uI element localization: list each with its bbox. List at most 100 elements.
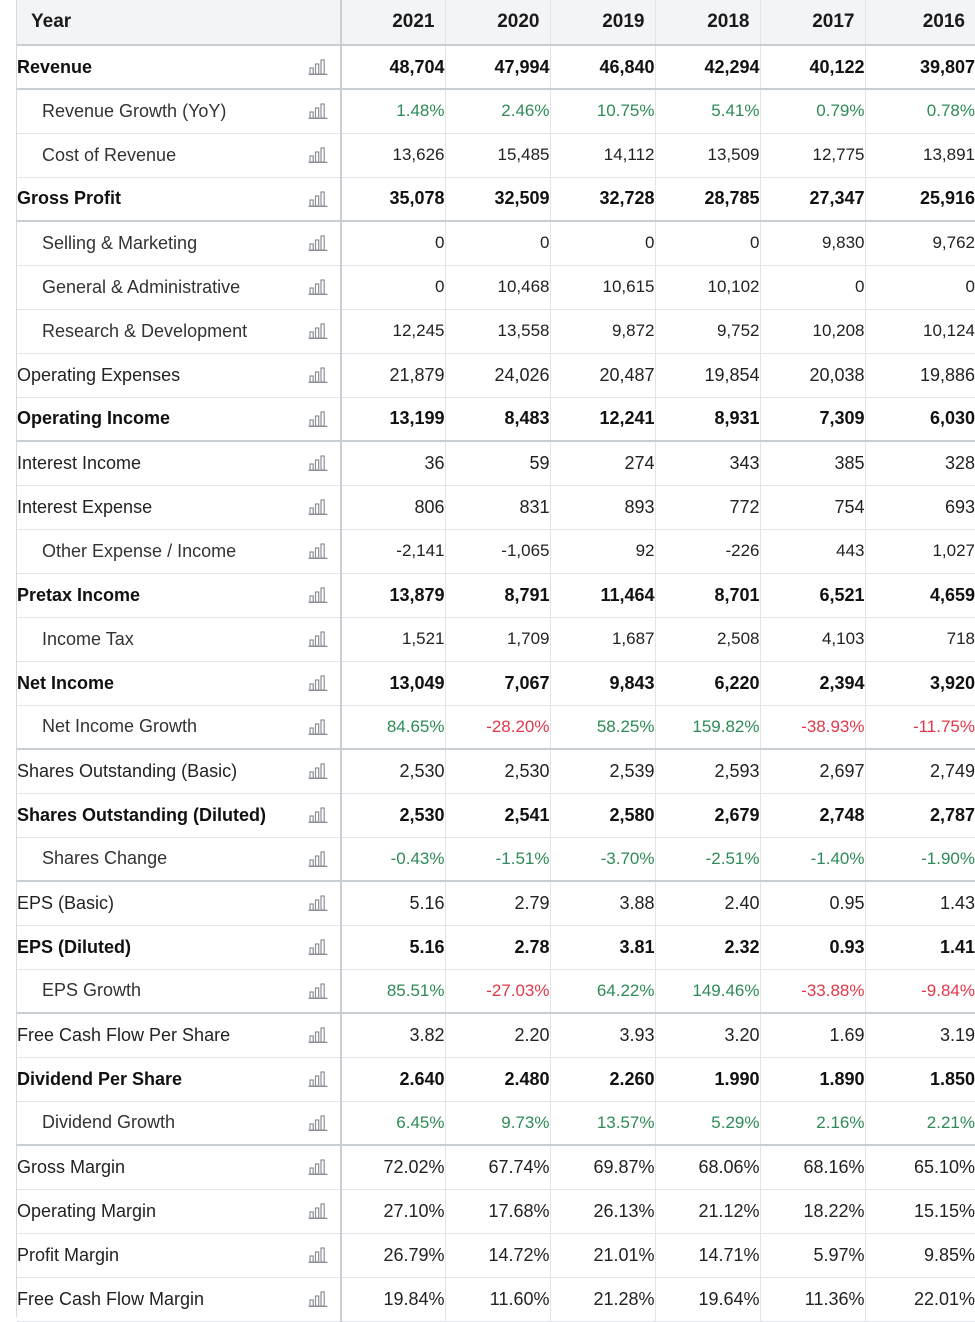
bar-chart-icon[interactable] (295, 1189, 341, 1234)
cell-value: 9,843 (549, 661, 655, 706)
bar-chart-icon[interactable] (295, 837, 341, 882)
bar-chart-icon[interactable] (295, 749, 341, 794)
bar-chart-icon[interactable] (295, 617, 341, 662)
cell-value: 19,854 (654, 353, 760, 398)
cell-value: 10,102 (654, 265, 760, 310)
cell-value: 24,026 (444, 353, 550, 398)
bar-chart-icon[interactable] (295, 133, 341, 178)
bar-chart-icon[interactable] (295, 881, 341, 926)
row-label: Shares Outstanding (Diluted) (17, 793, 295, 838)
bar-chart-icon[interactable] (295, 793, 341, 838)
cell-value: 13,049 (340, 661, 445, 706)
cell-value: -1.51% (444, 837, 550, 882)
cell-value: 85.51% (340, 969, 445, 1014)
bar-chart-icon[interactable] (295, 705, 341, 750)
cell-value: 46,840 (549, 45, 655, 90)
row-label: Revenue Growth (YoY) (17, 89, 295, 134)
bar-chart-icon[interactable] (295, 221, 341, 266)
cell-value: 3.88 (549, 881, 655, 926)
bar-chart-icon[interactable] (295, 1013, 341, 1058)
bar-chart-icon[interactable] (295, 89, 341, 134)
cell-value: 1.69 (759, 1013, 865, 1058)
bar-chart-icon[interactable] (295, 485, 341, 530)
cell-value: 8,931 (654, 397, 760, 442)
cell-value: 3.19 (864, 1013, 975, 1058)
table-row: Selling & Marketing 0 0 0 0 9,830 9,762 (17, 221, 975, 266)
row-label: Dividend Per Share (17, 1057, 295, 1102)
table-row: Free Cash Flow Margin 19.84% 11.60% 21.28% 1… (17, 1277, 975, 1322)
bar-chart-icon[interactable] (295, 1145, 341, 1190)
cell-value: -38.93% (759, 705, 865, 750)
year-2021-header[interactable]: 2021 (340, 0, 445, 46)
cell-value: -3.70% (549, 837, 655, 882)
cell-value: 20,487 (549, 353, 655, 398)
cell-value: 2.21% (864, 1101, 975, 1146)
table-row: Profit Margin 26.79% 14.72% 21.01% 14.71% 5.9… (17, 1233, 975, 1278)
cell-value: 2,541 (444, 793, 550, 838)
cell-value: 12,775 (759, 133, 865, 178)
cell-value: 159.82% (654, 705, 760, 750)
table-row: Revenue 48,704 47,994 46,840 42,294 40,122 39,… (17, 45, 975, 90)
cell-value: 5.41% (654, 89, 760, 134)
cell-value: -27.03% (444, 969, 550, 1014)
cell-value: 149.46% (654, 969, 760, 1014)
bar-chart-icon[interactable] (295, 397, 341, 442)
cell-value: 13,879 (340, 573, 445, 618)
bar-chart-icon[interactable] (295, 529, 341, 574)
table-row: EPS (Diluted) 5.16 2.78 3.81 2.32 0.93 1.41 (17, 925, 975, 970)
cell-value: 13,891 (864, 133, 975, 178)
cell-value: 7,309 (759, 397, 865, 442)
year-2019-header[interactable]: 2019 (549, 0, 655, 46)
cell-value: -1.40% (759, 837, 865, 882)
cell-value: 2,748 (759, 793, 865, 838)
cell-value: 0 (654, 221, 760, 266)
row-label: Interest Income (17, 441, 295, 486)
bar-chart-icon[interactable] (295, 265, 341, 310)
cell-value: 13.57% (549, 1101, 655, 1146)
bar-chart-icon[interactable] (295, 573, 341, 618)
table-row: Free Cash Flow Per Share 3.82 2.20 3.93 3.20… (17, 1013, 975, 1058)
cell-value: 2,787 (864, 793, 975, 838)
bar-chart-icon[interactable] (295, 1101, 341, 1146)
cell-value: 35,078 (340, 177, 445, 222)
bar-chart-icon[interactable] (295, 1233, 341, 1278)
cell-value: -2,141 (340, 529, 445, 574)
bar-chart-icon[interactable] (295, 177, 341, 222)
bar-chart-icon[interactable] (295, 45, 341, 90)
bar-chart-icon[interactable] (295, 353, 341, 398)
panel-left-border (16, 0, 17, 1317)
row-label: Operating Margin (17, 1189, 295, 1234)
cell-value: 693 (864, 485, 975, 530)
cell-value: 14.72% (444, 1233, 550, 1278)
cell-value: 0 (340, 265, 445, 310)
year-2016-header[interactable]: 2016 (864, 0, 975, 46)
cell-value: 28,785 (654, 177, 760, 222)
icon-column-header (295, 0, 341, 46)
bar-chart-icon[interactable] (295, 1277, 341, 1322)
cell-value: 39,807 (864, 45, 975, 90)
table-row: Interest Income 36 59 274 343 385 328 (17, 441, 975, 486)
cell-value: -0.43% (340, 837, 445, 882)
bar-chart-icon[interactable] (295, 925, 341, 970)
cell-value: 2,539 (549, 749, 655, 794)
bar-chart-icon[interactable] (295, 969, 341, 1014)
year-2018-header[interactable]: 2018 (654, 0, 760, 46)
year-2020-header[interactable]: 2020 (444, 0, 550, 46)
year-header[interactable]: Year (17, 0, 295, 46)
bar-chart-icon[interactable] (295, 441, 341, 486)
cell-value: 2,679 (654, 793, 760, 838)
cell-value: 0.95 (759, 881, 865, 926)
cell-value: 11,464 (549, 573, 655, 618)
cell-value: 21,879 (340, 353, 445, 398)
bar-chart-icon[interactable] (295, 309, 341, 354)
bar-chart-icon[interactable] (295, 661, 341, 706)
table-row: Gross Profit 35,078 32,509 32,728 28,785 27,3… (17, 177, 975, 222)
cell-value: 754 (759, 485, 865, 530)
cell-value: 19.64% (654, 1277, 760, 1322)
cell-value: 6,521 (759, 573, 865, 618)
year-2017-header[interactable]: 2017 (759, 0, 865, 46)
row-label: Dividend Growth (17, 1101, 295, 1146)
cell-value: 12,241 (549, 397, 655, 442)
cell-value: 2.78 (444, 925, 550, 970)
bar-chart-icon[interactable] (295, 1057, 341, 1102)
